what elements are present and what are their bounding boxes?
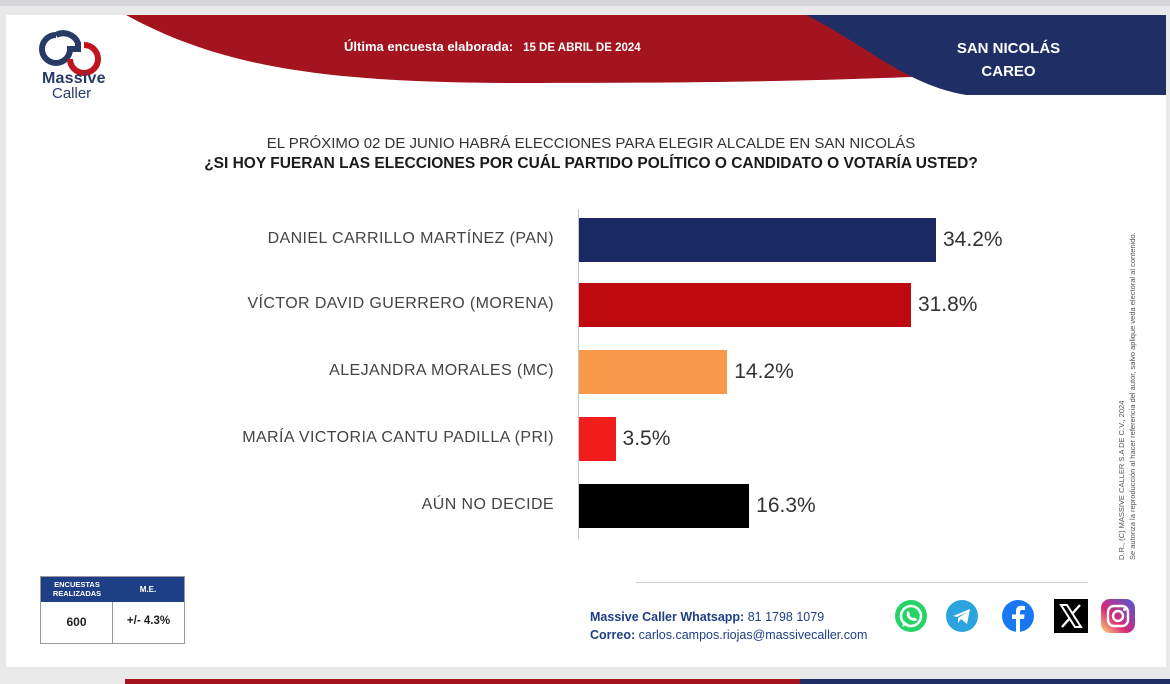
survey-stats-table: ENCUESTAS REALIZADAS M.E. 600 +/- 4.3% [40, 576, 185, 644]
email-address: carlos.campos.riojas@massivecaller.com [638, 628, 868, 642]
whatsapp-label: Massive Caller Whatsapp: [590, 610, 745, 624]
chart-axis [578, 209, 579, 539]
bar-row: VÍCTOR DAVID GUERRERO (MORENA) 31.8% [6, 283, 1166, 327]
region-label: SAN NICOLÁS CAREO [906, 37, 1111, 83]
whatsapp-icon[interactable] [893, 598, 929, 634]
contact-info: Massive Caller Whatsapp: 81 1798 1079 Co… [590, 608, 867, 644]
chart-subtitle: ¿SI HOY FUERAN LAS ELECCIONES POR CUÁL P… [204, 155, 978, 172]
bar-row: ALEJANDRA MORALES (MC) 14.2% [6, 350, 1166, 394]
region-name: SAN NICOLÁS [956, 40, 1061, 57]
copyright-line2: Se autoriza la reproducción al hacer ref… [1128, 232, 1137, 560]
x-icon[interactable] [1053, 598, 1089, 634]
survey-label: Última encuesta elaborada: [344, 39, 514, 54]
bar-category-label: AÚN NO DECIDE [421, 496, 554, 513]
bar-value-label: 31.8% [917, 293, 978, 316]
bar-row: MARÍA VICTORIA CANTU PADILLA (PRI) 3.5% [6, 417, 1166, 461]
survey-date-banner: Última encuesta elaborada: 15 DE ABRIL DE… [344, 39, 641, 54]
whatsapp-number: 81 1798 1079 [747, 610, 825, 624]
email-label: Correo: [590, 628, 636, 642]
brand-name-line1: Massive [42, 70, 106, 87]
copyright-line1: D.R., (C) MASSIVE CALLER S.A DE C.V., 20… [1117, 400, 1126, 560]
bar-row: AÚN NO DECIDE 16.3% [6, 484, 1166, 528]
stats-surveys-label: ENCUESTAS REALIZADAS [52, 580, 102, 598]
bar-category-label: MARÍA VICTORIA CANTU PADILLA (PRI) [242, 429, 554, 446]
next-card-edge [0, 676, 1170, 684]
bar [579, 218, 936, 262]
footer-divider [636, 582, 1088, 583]
facebook-icon[interactable] [1000, 598, 1036, 634]
bar [579, 283, 911, 327]
banner-blue-shape [806, 15, 1166, 95]
next-card-blue [800, 679, 1170, 684]
brand-name-line2: Caller [52, 85, 92, 102]
chart-title: EL PRÓXIMO 02 DE JUNIO HABRÁ ELECCIONES … [266, 135, 916, 152]
telegram-icon[interactable] [944, 598, 980, 634]
bar-value-label: 14.2% [734, 360, 794, 383]
poll-card: Massive Caller Última encuesta elaborada… [6, 15, 1166, 667]
bar [579, 417, 616, 461]
header-banner [126, 15, 1166, 95]
next-card-red [125, 679, 845, 684]
stats-divider [112, 602, 113, 643]
copyright-notice: D.R., (C) MASSIVE CALLER S.A DE C.V., 20… [1116, 232, 1138, 560]
stats-margin-label: M.E. [139, 585, 157, 594]
bar-row: DANIEL CARRILLO MARTÍNEZ (PAN) 34.2% [6, 218, 1166, 262]
bar-category-label: DANIEL CARRILLO MARTÍNEZ (PAN) [267, 230, 554, 247]
bar-value-label: 3.5% [622, 427, 671, 450]
survey-date: 15 DE ABRIL DE 2024 [523, 42, 641, 54]
bar-value-label: 16.3% [756, 494, 816, 517]
bar-category-label: ALEJANDRA MORALES (MC) [329, 362, 554, 379]
region-type: CAREO [981, 63, 1036, 80]
stats-header: ENCUESTAS REALIZADAS M.E. [41, 577, 184, 602]
massive-caller-logo-icon [39, 30, 101, 76]
bar [579, 350, 728, 394]
stats-margin-value: +/- 4.3% [126, 615, 171, 627]
bar [579, 484, 750, 528]
bar-category-label: VÍCTOR DAVID GUERRERO (MORENA) [247, 295, 554, 312]
bar-value-label: 34.2% [943, 228, 1003, 251]
stats-surveys-value: 600 [66, 615, 87, 629]
instagram-icon[interactable] [1100, 598, 1136, 634]
top-strip [0, 0, 1170, 6]
